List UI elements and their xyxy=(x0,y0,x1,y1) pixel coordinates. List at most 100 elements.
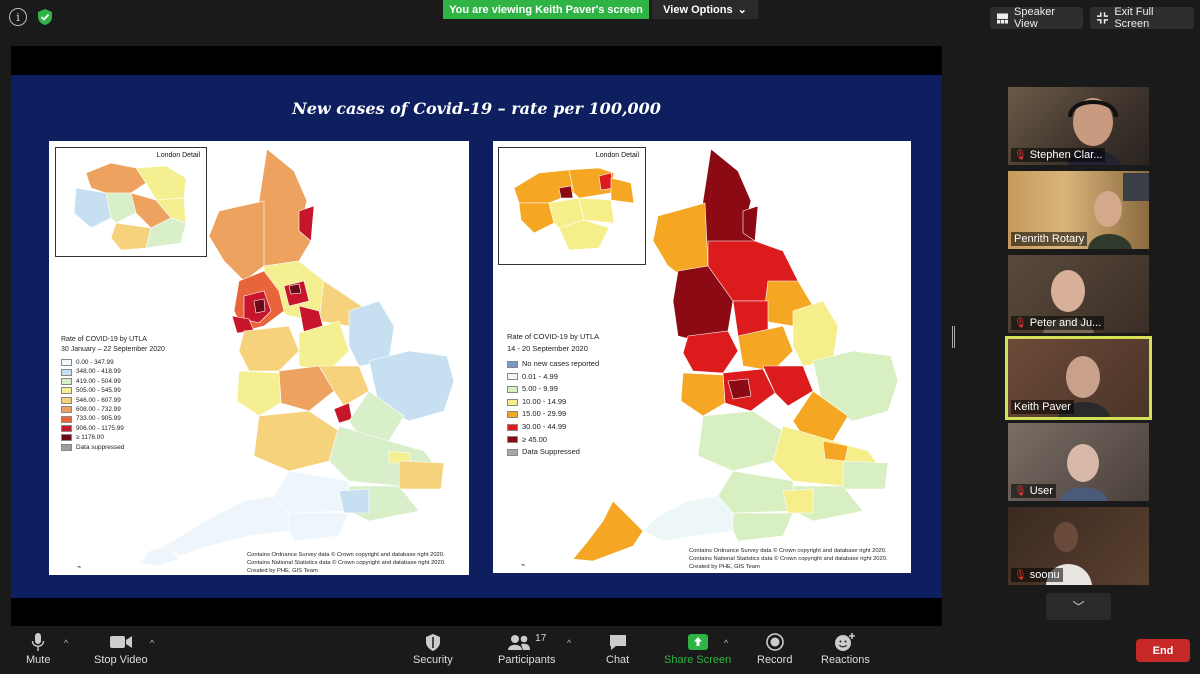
mute-label: Mute xyxy=(26,654,51,666)
map-credits: Contains Ordnance Survey data © Crown co… xyxy=(689,547,888,571)
shared-screen: New cases of Covid-19 – rate per 100,000 xyxy=(11,46,942,626)
participant-tile[interactable]: 🎙 soonu xyxy=(1008,507,1149,585)
stop-video-label: Stop Video xyxy=(94,654,148,666)
legend-label: 0.00 - 347.99 xyxy=(76,359,114,366)
legend-title: Rate of COVID-19 by UTLA xyxy=(61,336,147,343)
participant-name: Stephen Clar... xyxy=(1029,149,1103,161)
video-options-caret-icon[interactable]: ^ xyxy=(150,638,155,648)
legend-swatch xyxy=(61,378,72,386)
legend-swatch xyxy=(507,360,518,368)
legend-label: 546.00 - 607.99 xyxy=(76,396,121,404)
england-map-cumulative xyxy=(138,148,455,567)
video-camera-icon xyxy=(109,636,132,648)
participant-name: soonu xyxy=(1029,569,1060,581)
legend-item: 733.00 - 905.99 xyxy=(61,414,165,423)
legend-swatch xyxy=(61,443,72,451)
legend-subtitle: 14 - 20 September 2020 xyxy=(507,344,588,353)
legend-label: 733.00 - 905.99 xyxy=(76,415,121,423)
legend-label: 608.00 - 732.99 xyxy=(76,406,121,414)
view-options-button[interactable]: View Options ⌄ xyxy=(652,0,758,19)
stop-video-button[interactable]: Stop Video xyxy=(94,630,148,666)
legend-item: No new cases reported xyxy=(507,358,599,371)
map-credits: Contains Ordnance Survey data © Crown co… xyxy=(247,551,446,575)
legend-label: 10.00 - 14.99 xyxy=(522,396,567,406)
scroll-participants-down-button[interactable]: ﹀ xyxy=(1046,593,1111,620)
participant-tile[interactable]: 🎙 User xyxy=(1008,423,1149,501)
legend-swatch xyxy=(507,398,518,406)
participant-video xyxy=(1060,444,1108,501)
end-label: End xyxy=(1152,644,1174,657)
smiley-plus-icon xyxy=(835,633,856,651)
viewing-screen-banner: You are viewing Keith Paver's screen xyxy=(443,0,649,19)
share-screen-icon xyxy=(687,634,708,650)
view-options-label: View Options xyxy=(663,3,733,16)
security-button[interactable]: Security xyxy=(413,630,453,666)
info-icon[interactable]: i xyxy=(9,8,27,26)
exit-full-screen-button[interactable]: Exit Full Screen xyxy=(1090,6,1194,30)
legend-label: Data suppressed xyxy=(76,443,125,451)
chevron-down-icon: ⌄ xyxy=(737,4,747,16)
credit-line: Contains Ordnance Survey data © Crown co… xyxy=(689,548,887,554)
legend-label: No new cases reported xyxy=(522,359,600,368)
legend-label: 30.00 - 44.99 xyxy=(522,421,567,431)
inset-title: London Detail xyxy=(595,152,639,159)
participant-tile[interactable]: 🎙 Stephen Clar... xyxy=(1008,87,1149,165)
legend-item: 546.00 - 607.99 xyxy=(61,396,165,405)
share-options-caret-icon[interactable]: ^ xyxy=(724,638,729,648)
legend-swatch xyxy=(61,368,72,376)
legend-label: 505.00 - 545.99 xyxy=(76,387,121,395)
participant-tile-active-speaker[interactable]: Keith Paver xyxy=(1005,336,1152,420)
legend-item: 10.00 - 14.99 xyxy=(507,396,599,409)
participant-name-tag: 🎙 soonu xyxy=(1011,568,1063,582)
mute-options-caret-icon[interactable]: ^ xyxy=(64,638,69,648)
north-arrow-icon: ⌁ xyxy=(77,564,82,571)
participants-options-caret-icon[interactable]: ^ xyxy=(567,638,572,648)
mic-muted-icon: 🎙 xyxy=(1014,317,1027,329)
legend-swatch xyxy=(507,373,518,381)
participant-tile[interactable]: Penrith Rotary xyxy=(1008,171,1149,249)
legend-item: 15.00 - 29.99 xyxy=(507,408,599,421)
mic-muted-icon: 🎙 xyxy=(1014,485,1027,497)
record-label: Record xyxy=(757,654,793,666)
chat-button[interactable]: Chat xyxy=(606,630,629,666)
participant-name-tag: Keith Paver xyxy=(1011,400,1074,414)
participants-label: Participants xyxy=(498,654,556,666)
participants-icon xyxy=(508,635,531,650)
participant-name: Penrith Rotary xyxy=(1014,233,1085,245)
inset-title: London Detail xyxy=(156,152,200,159)
participant-tile[interactable]: 🎙 Peter and Ju... xyxy=(1008,255,1149,333)
participants-button[interactable]: 17 Participants xyxy=(498,630,556,667)
reactions-button[interactable]: Reactions xyxy=(821,630,870,666)
legend-subtitle: 30 January – 22 September 2020 xyxy=(61,346,165,353)
cumulative-rate-map: London Detail Rate of COVID-19 by UTLA 3… xyxy=(49,141,469,575)
speaker-view-label: Speaker View xyxy=(1014,6,1055,30)
legend-swatch xyxy=(61,387,72,395)
panel-resize-handle[interactable] xyxy=(952,326,955,348)
encryption-shield-icon[interactable] xyxy=(36,8,54,26)
london-detail-inset: London Detail xyxy=(498,147,646,265)
reactions-label: Reactions xyxy=(821,654,870,666)
credit-line: Created by PHE, GIS Team xyxy=(247,568,318,574)
legend-item: Data Suppressed xyxy=(507,446,599,459)
end-meeting-button[interactable]: End xyxy=(1136,639,1190,662)
exit-fullscreen-icon xyxy=(1097,12,1109,24)
share-screen-button[interactable]: Share Screen xyxy=(664,630,731,666)
record-button[interactable]: Record xyxy=(757,630,792,666)
legend-item: ≥ 45.00 xyxy=(507,434,599,447)
participant-name: Keith Paver xyxy=(1014,401,1071,413)
north-arrow-icon: ⌁ xyxy=(521,562,526,569)
legend-label: 348.00 - 418.99 xyxy=(76,368,121,376)
speaker-view-button[interactable]: Speaker View xyxy=(990,6,1083,30)
legend-item: 30.00 - 44.99 xyxy=(507,421,599,434)
credit-line: Created by PHE, GIS Team xyxy=(689,564,760,570)
presentation-slide: New cases of Covid-19 – rate per 100,000 xyxy=(11,75,942,598)
legend-swatch xyxy=(61,359,72,367)
participant-name: Peter and Ju... xyxy=(1029,317,1102,329)
grid-icon xyxy=(997,12,1008,24)
mute-button[interactable]: Mute xyxy=(26,630,50,666)
legend-item: Data suppressed xyxy=(61,443,165,452)
legend-item: 906.00 - 1175.99 xyxy=(61,424,165,433)
legend-item: 0.01 - 4.99 xyxy=(507,371,599,384)
security-label: Security xyxy=(413,654,453,666)
participant-name-tag: Penrith Rotary xyxy=(1011,232,1088,246)
